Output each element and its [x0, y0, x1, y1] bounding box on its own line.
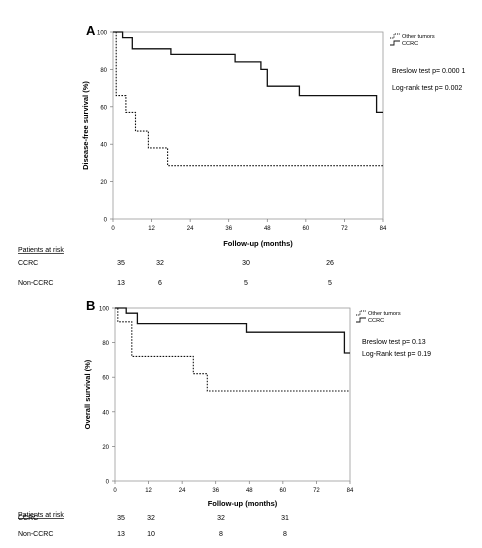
panel-b-xtick-label: 24 [179, 488, 186, 494]
panel-a-series-ccrc [113, 31, 383, 114]
panel-a-xtick-label: 60 [303, 226, 310, 232]
panel-b-ytick-label: 80 [102, 341, 109, 347]
panel-a-risk-count: 35 [117, 260, 125, 267]
panel-b-risk-table-title: Patients at risk [18, 512, 64, 519]
panel-a-risk-row-label: CCRC [18, 260, 38, 267]
panel-a-risk-row-label: Non-CCRC [18, 280, 53, 287]
panel-b-legend-label: Other tumors [368, 311, 401, 317]
panel-a-xtick-label: 12 [148, 226, 155, 232]
panel-b-risk-row-label: CCRC [18, 515, 38, 522]
panel-b-ytick-label: 20 [102, 445, 109, 451]
panel-b-xtick-label: 48 [246, 488, 253, 494]
panel-a-x-axis-title: Follow-up (months) [223, 239, 293, 248]
panel-a-legend-swatch [390, 40, 400, 46]
panel-a-risk-count: 26 [326, 260, 334, 267]
panel-a-xtick-label: 48 [264, 226, 271, 232]
panel-b-risk-count: 35 [117, 515, 125, 522]
panel-a-annotation: Breslow test p= 0.000 1 [392, 68, 465, 75]
panel-b-series-other-tumors [115, 307, 350, 392]
panel-a-xtick-label: 72 [341, 226, 348, 232]
panel-a-risk-count: 5 [244, 280, 248, 287]
panel-a-y-axis-title: Disease-free survival (%) [81, 81, 90, 170]
panel-b-xtick-label: 60 [280, 488, 287, 494]
panel-a-annotation: Log-rank test p= 0.002 [392, 85, 462, 92]
panel-a-legend-swatch [390, 33, 400, 39]
panel-a-xtick-label: 36 [225, 226, 232, 232]
panel-b-risk-count: 8 [219, 531, 223, 538]
panel-a-label: A [86, 23, 96, 38]
panel-a-series-other-tumors [113, 31, 383, 167]
panel-a-risk-count: 30 [242, 260, 250, 267]
panel-b-risk-row-label: Non-CCRC [18, 531, 53, 538]
panel-b-legend-swatch [356, 310, 366, 316]
panel-b-legend-swatch [356, 317, 366, 323]
panel-a-risk-count: 6 [158, 280, 162, 287]
panel-a-ytick-label: 40 [100, 143, 107, 149]
panel-a-xtick-label: 84 [380, 226, 387, 232]
panel-b-risk-count: 31 [281, 515, 289, 522]
panel-b-risk-count: 13 [117, 531, 125, 538]
panel-b-xtick-label: 84 [347, 488, 354, 494]
panel-a-ytick-label: 60 [100, 105, 107, 111]
panel-b-ytick-label: 100 [99, 307, 110, 313]
panel-b-risk-count: 8 [283, 531, 287, 538]
panel-b-xtick-label: 12 [145, 488, 152, 494]
panel-a-ytick-label: 20 [100, 180, 107, 186]
panel-b-y-axis-title: Overall survival (%) [83, 359, 92, 429]
panel-a-ytick-label: 80 [100, 68, 107, 74]
panel-b-ytick-label: 0 [106, 480, 110, 486]
panel-a-risk-count: 5 [328, 280, 332, 287]
panel-a-legend-label: CCRC [402, 41, 418, 47]
panel-b-xtick-label: 72 [313, 488, 320, 494]
panel-b-x-axis-title: Follow-up (months) [208, 499, 278, 508]
panel-b-annotation: Breslow test p= 0.13 [362, 339, 426, 346]
panel-a-legend-label: Other tumors [402, 34, 435, 40]
panel-a-risk-count: 32 [156, 260, 164, 267]
panel-b-risk-count: 32 [147, 515, 155, 522]
panel-a-risk-count: 13 [117, 280, 125, 287]
panel-b-legend-label: CCRC [368, 318, 384, 324]
panel-b-xtick-label: 0 [113, 488, 117, 494]
panel-a-xtick-label: 24 [187, 226, 194, 232]
panel-b-xtick-label: 36 [212, 488, 219, 494]
panel-a-ytick-label: 0 [104, 218, 108, 224]
panel-b-ytick-label: 40 [102, 410, 109, 416]
panel-a-risk-table-title: Patients at risk [18, 247, 64, 254]
panel-b-plot-frame [114, 307, 351, 482]
panel-a-xtick-label: 0 [111, 226, 115, 232]
panel-b-annotation: Log-Rank test p= 0.19 [362, 351, 431, 358]
panel-b-label: B [86, 298, 95, 313]
panel-b-ytick-label: 60 [102, 376, 109, 382]
panel-b-risk-count: 32 [217, 515, 225, 522]
panel-a-ytick-label: 100 [97, 31, 108, 37]
panel-b-risk-count: 10 [147, 531, 155, 538]
panel-a-plot-frame [112, 31, 384, 220]
panel-b-series-ccrc [115, 307, 350, 354]
